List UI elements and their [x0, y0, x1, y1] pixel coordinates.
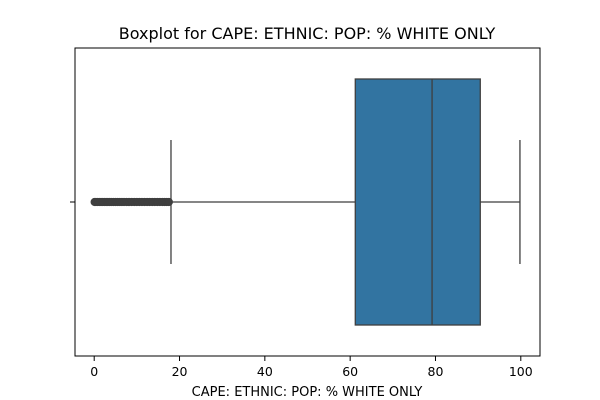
- x-axis-ticks: 0 20 40 60 80 100: [90, 356, 533, 379]
- interquartile-box: [354, 78, 481, 326]
- x-tick-label: 100: [509, 364, 533, 379]
- x-tick-label: 20: [172, 364, 188, 379]
- chart-marks: [90, 78, 521, 326]
- x-tick-label: 60: [342, 364, 358, 379]
- outlier-point: [164, 197, 173, 207]
- x-tick-label: 0: [90, 364, 98, 379]
- x-axis-label: CAPE: ETHNIC: POP: % WHITE ONLY: [192, 385, 423, 400]
- x-tick-label: 40: [257, 364, 273, 379]
- chart-title: Boxplot for CAPE: ETHNIC: POP: % WHITE O…: [119, 24, 496, 43]
- x-tick-label: 80: [428, 364, 444, 379]
